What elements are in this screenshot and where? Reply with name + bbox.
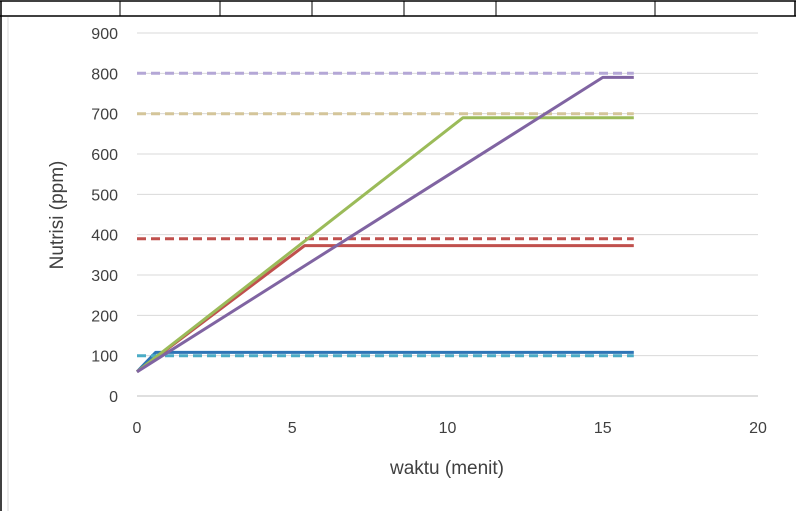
y-tick-label: 800: [91, 66, 118, 83]
x-tick-label: 15: [594, 420, 612, 437]
y-tick-label: 600: [91, 147, 118, 164]
y-axis-title: Nutrisi (ppm): [47, 161, 68, 270]
y-tick-label: 500: [91, 187, 118, 204]
series-line-7: [136, 75, 634, 374]
x-tick-labels: 0 5 10 15 20: [133, 420, 767, 437]
y-tick-label: 100: [91, 349, 118, 366]
y-tick-label: 400: [91, 228, 118, 245]
y-tick-label: 300: [91, 268, 118, 285]
x-tick-label: 0: [133, 420, 142, 437]
series-lines: [135, 71, 634, 374]
x-tick-label: 20: [749, 420, 767, 437]
y-tick-labels: 0 100 200 300 400 500 600 700 800 900: [91, 26, 118, 406]
x-axis-title: waktu (menit): [389, 458, 504, 479]
x-tick-label: 10: [439, 420, 457, 437]
series-line-5: [136, 116, 634, 373]
gridlines: [137, 32, 758, 397]
x-tick-label: 5: [288, 420, 297, 437]
y-tick-label: 200: [91, 308, 118, 325]
y-tick-label: 900: [91, 26, 118, 43]
y-tick-label: 0: [109, 389, 118, 406]
y-tick-label: 700: [91, 107, 118, 124]
